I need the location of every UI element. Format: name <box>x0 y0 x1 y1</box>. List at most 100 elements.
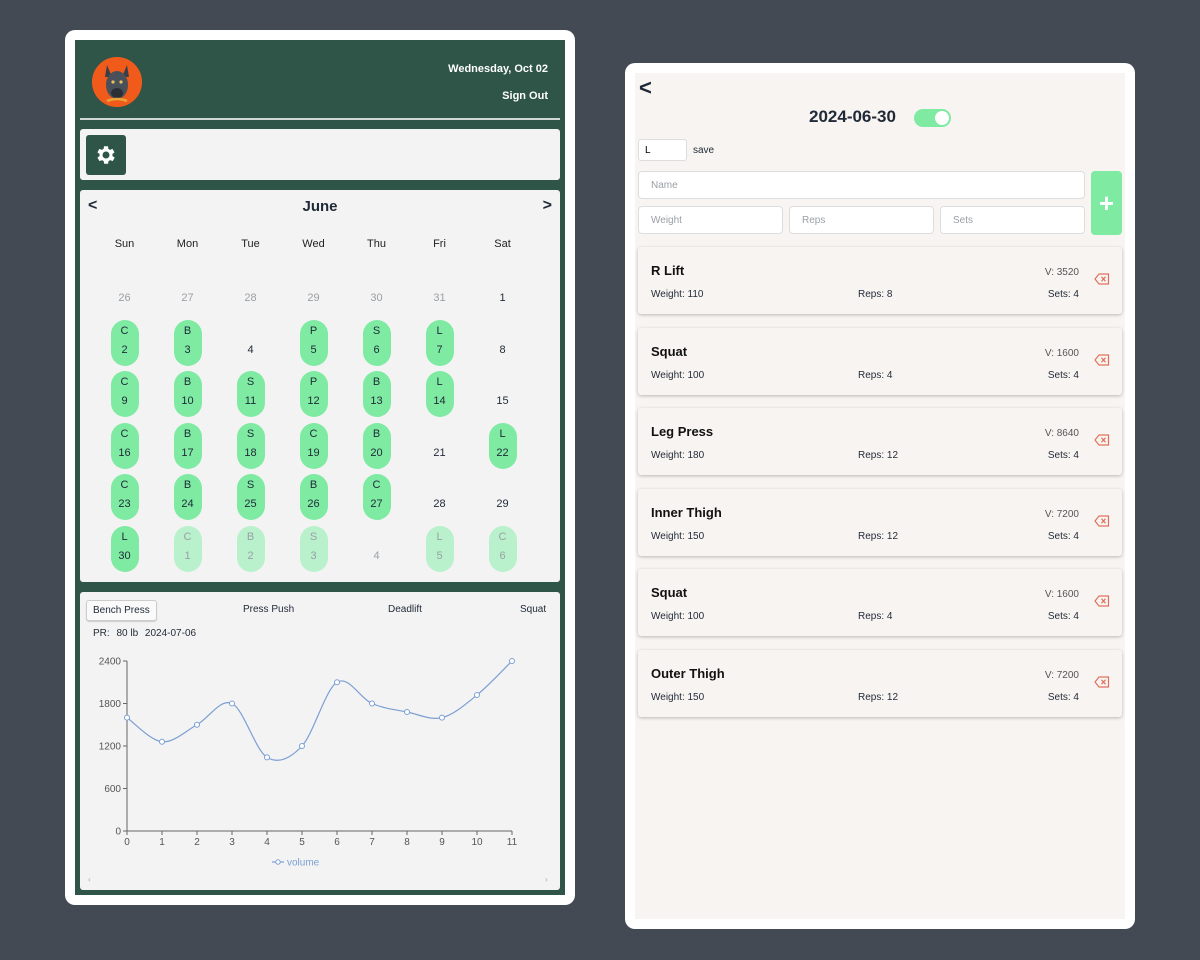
day-number: 8 <box>499 343 506 356</box>
pr-label: PR: <box>93 628 110 639</box>
workout-day-pill <box>426 319 454 366</box>
day-number: 4 <box>247 343 254 356</box>
prev-month-button[interactable]: < <box>88 197 98 214</box>
day-number: 1 <box>184 549 191 562</box>
tab-squat[interactable]: Squat <box>520 604 547 615</box>
day-toggle[interactable] <box>914 109 951 127</box>
calendar-day[interactable]: S 11 <box>219 369 282 417</box>
left-phone-screen: Wednesday, Oct 02 Sign Out < June > Sun M… <box>65 30 575 905</box>
add-exercise-button[interactable]: + <box>1091 171 1122 235</box>
calendar-day[interactable]: L 22 <box>471 421 534 469</box>
calendar-day[interactable]: 28 <box>408 472 471 518</box>
day-number: 30 <box>370 292 383 304</box>
calendar-day[interactable]: C 19 <box>282 421 345 469</box>
gear-icon <box>97 146 115 164</box>
delete-backspace-icon[interactable] <box>1094 595 1110 607</box>
calendar-day[interactable]: 27 <box>156 266 219 312</box>
exercise-name-input[interactable] <box>638 171 1085 199</box>
exercise-card: Outer Thigh V: 7200 Weight: 150 Reps: 12 Set… <box>638 650 1122 717</box>
calendar-day[interactable]: C 23 <box>93 472 156 520</box>
avatar[interactable] <box>92 57 142 107</box>
calendar-day[interactable]: B 10 <box>156 369 219 417</box>
day-number: 10 <box>181 395 194 407</box>
day-number: 27 <box>181 292 194 304</box>
exercise-reps: Reps: 12 <box>858 450 899 462</box>
calendar-day[interactable]: 4 <box>219 318 282 364</box>
day-number: 24 <box>181 498 194 510</box>
calendar-day[interactable]: L 14 <box>408 369 471 417</box>
calendar-day[interactable]: 4 <box>345 524 408 570</box>
workout-type-label: B <box>183 427 192 440</box>
calendar-day[interactable]: P 12 <box>282 369 345 417</box>
sign-out-link[interactable]: Sign Out <box>502 90 548 102</box>
settings-button[interactable] <box>86 135 126 175</box>
tab-deadlift[interactable]: Deadlift <box>388 604 422 615</box>
weight-input[interactable] <box>638 206 783 234</box>
calendar-day[interactable]: 1 <box>471 266 534 312</box>
calendar-day[interactable]: 28 <box>219 266 282 312</box>
workout-type-label: S <box>246 427 255 440</box>
delete-backspace-icon[interactable] <box>1094 676 1110 688</box>
calendar-day[interactable]: C 27 <box>345 472 408 520</box>
delete-backspace-icon[interactable] <box>1094 434 1110 446</box>
delete-backspace-icon[interactable] <box>1094 273 1110 285</box>
back-button[interactable]: < <box>639 75 652 100</box>
weekday-header: Thu <box>367 238 386 250</box>
calendar-day[interactable]: 29 <box>282 266 345 312</box>
next-month-button[interactable]: > <box>542 197 552 214</box>
calendar-day[interactable]: 21 <box>408 421 471 467</box>
calendar-day[interactable]: S 18 <box>219 421 282 469</box>
tab-bench-press[interactable]: Bench Press <box>86 600 157 621</box>
day-number: 16 <box>118 446 131 459</box>
calendar-day[interactable]: 30 <box>345 266 408 312</box>
calendar-day[interactable]: 15 <box>471 369 534 415</box>
day-number: 31 <box>433 292 446 304</box>
x-tick-label: 9 <box>439 837 445 848</box>
calendar-day[interactable]: 8 <box>471 318 534 364</box>
calendar-day[interactable]: 31 <box>408 266 471 312</box>
weekday-header: Wed <box>302 238 325 250</box>
calendar-day[interactable]: B 24 <box>156 472 219 520</box>
workout-day-pill <box>174 525 202 572</box>
workout-day-pill <box>237 525 265 572</box>
calendar-day[interactable]: B 13 <box>345 369 408 417</box>
reps-input[interactable] <box>789 206 934 234</box>
workout-day-pill <box>237 371 265 417</box>
exercise-sets: Sets: 4 <box>1047 530 1079 542</box>
sets-input[interactable] <box>940 206 1085 234</box>
calendar-day[interactable]: B 20 <box>345 421 408 469</box>
calendar-day[interactable]: 29 <box>471 472 534 518</box>
calendar-day[interactable]: S 25 <box>219 472 282 520</box>
day-number: 28 <box>433 498 446 510</box>
exercise-reps: Reps: 12 <box>858 692 899 703</box>
day-label-input[interactable] <box>638 139 687 161</box>
day-number: 19 <box>307 446 320 459</box>
workout-type-label: S <box>372 324 381 337</box>
delete-backspace-icon[interactable] <box>1094 515 1110 527</box>
calendar-day[interactable]: B 17 <box>156 421 219 469</box>
calendar-day[interactable]: C 16 <box>93 421 156 469</box>
calendar-day[interactable]: B 26 <box>282 472 345 520</box>
save-button[interactable]: save <box>693 145 715 156</box>
day-number: 21 <box>433 446 446 459</box>
delete-backspace-icon[interactable] <box>1094 353 1110 366</box>
tab-press-push[interactable]: Press Push <box>243 604 295 615</box>
calendar-day[interactable]: 26 <box>93 266 156 312</box>
data-point <box>159 738 165 745</box>
exercise-reps: Reps: 4 <box>858 369 893 381</box>
workout-type-label: C <box>498 530 507 543</box>
workout-day-pill <box>300 525 328 572</box>
calendar-day[interactable]: L 30 <box>93 524 156 572</box>
data-point <box>299 743 305 749</box>
